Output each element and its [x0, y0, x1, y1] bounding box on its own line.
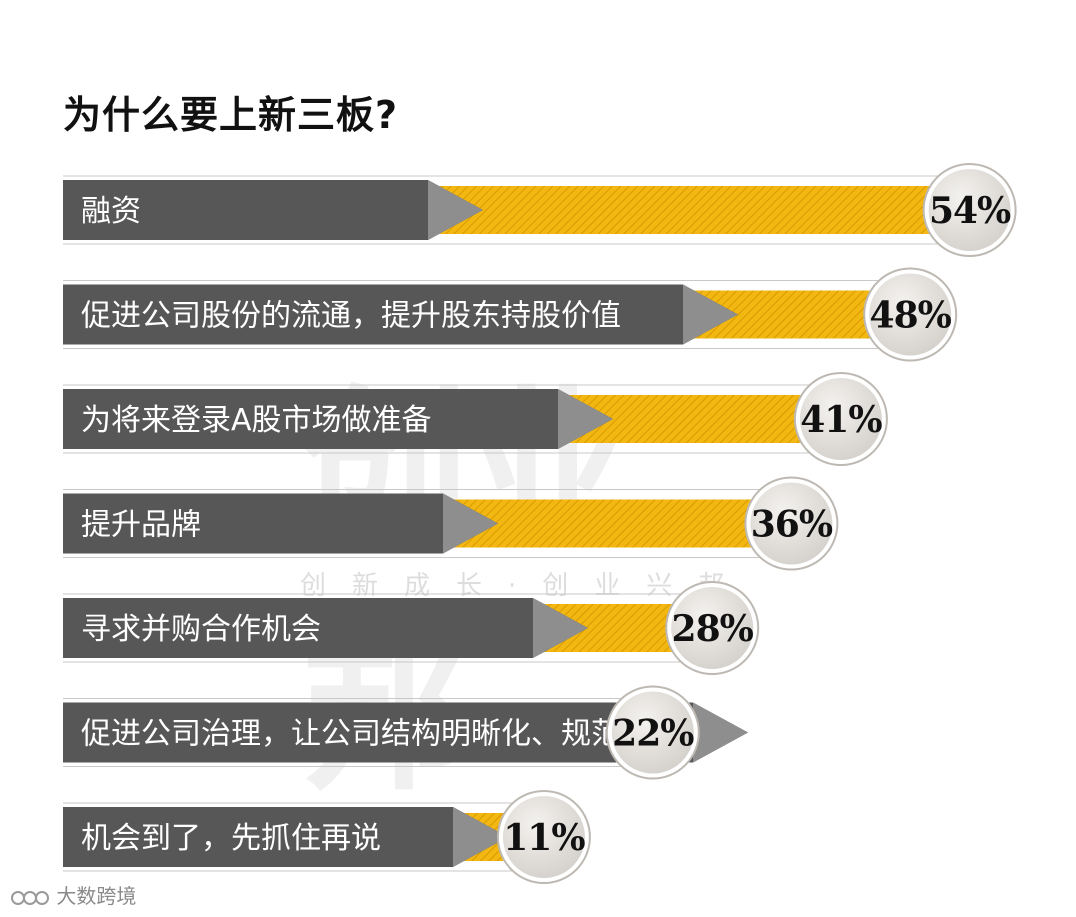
value-label: 48% — [870, 295, 952, 337]
value-circle — [671, 587, 754, 669]
category-label: 融资 — [81, 194, 141, 229]
bar-rows: 融资 54% 促进公司股份的流通，提升股东持股价值 48% 为将来登录A股市场做准备 41… — [63, 163, 1017, 884]
arrow-tip — [533, 598, 588, 658]
category-label-block — [63, 284, 738, 345]
category-label: 机会到了，先抓住再说 — [81, 821, 381, 856]
category-label-block — [63, 180, 483, 240]
category-label: 提升品牌 — [81, 508, 201, 543]
category-label-block — [63, 493, 498, 554]
category-label: 为将来登录A股市场做准备 — [81, 403, 432, 438]
value-circle — [869, 273, 952, 356]
brand-logo-icon — [11, 890, 49, 905]
bar-row: 融资 54% — [63, 163, 1017, 257]
category-label-block — [63, 598, 588, 658]
value-circle — [799, 378, 882, 460]
value-label: 11% — [503, 817, 585, 859]
value-label: 41% — [800, 399, 882, 441]
bar-row: 提升品牌 36% — [63, 476, 839, 571]
category-label-block — [63, 807, 508, 867]
category-label-block — [63, 389, 613, 449]
value-label: 28% — [672, 608, 754, 650]
bar — [418, 186, 970, 234]
category-label-block — [63, 702, 748, 763]
chart-title: 为什么要上新三板? — [63, 93, 399, 137]
arrow-tip — [693, 702, 748, 763]
arrow-tip — [443, 493, 498, 554]
value-label: 54% — [929, 190, 1011, 232]
category-label: 促进公司治理，让公司结构明晰化、规范化 — [81, 717, 651, 752]
bar-row: 促进公司股份的流通，提升股东持股价值 48% — [63, 267, 958, 362]
value-circle — [750, 482, 833, 565]
value-circle — [928, 169, 1011, 251]
value-circle — [502, 796, 585, 878]
arrow-tip — [453, 807, 508, 867]
arrow-tip — [428, 180, 483, 240]
source-label: 大数跨境 — [56, 884, 137, 908]
value-circle — [611, 691, 694, 774]
value-label: 36% — [751, 504, 833, 546]
bar-row: 机会到了，先抓住再说 11% — [63, 790, 591, 884]
value-label: 22% — [612, 713, 694, 755]
arrow-tip — [558, 389, 613, 449]
bar-row: 为将来登录A股市场做准备 41% — [63, 372, 888, 466]
source-credit: 大数跨境 — [10, 880, 136, 909]
arrow-tip — [683, 284, 738, 345]
category-label: 寻求并购合作机会 — [81, 612, 321, 647]
bar-row: 寻求并购合作机会 28% — [63, 581, 760, 675]
category-label: 促进公司股份的流通，提升股东持股价值 — [81, 299, 621, 334]
